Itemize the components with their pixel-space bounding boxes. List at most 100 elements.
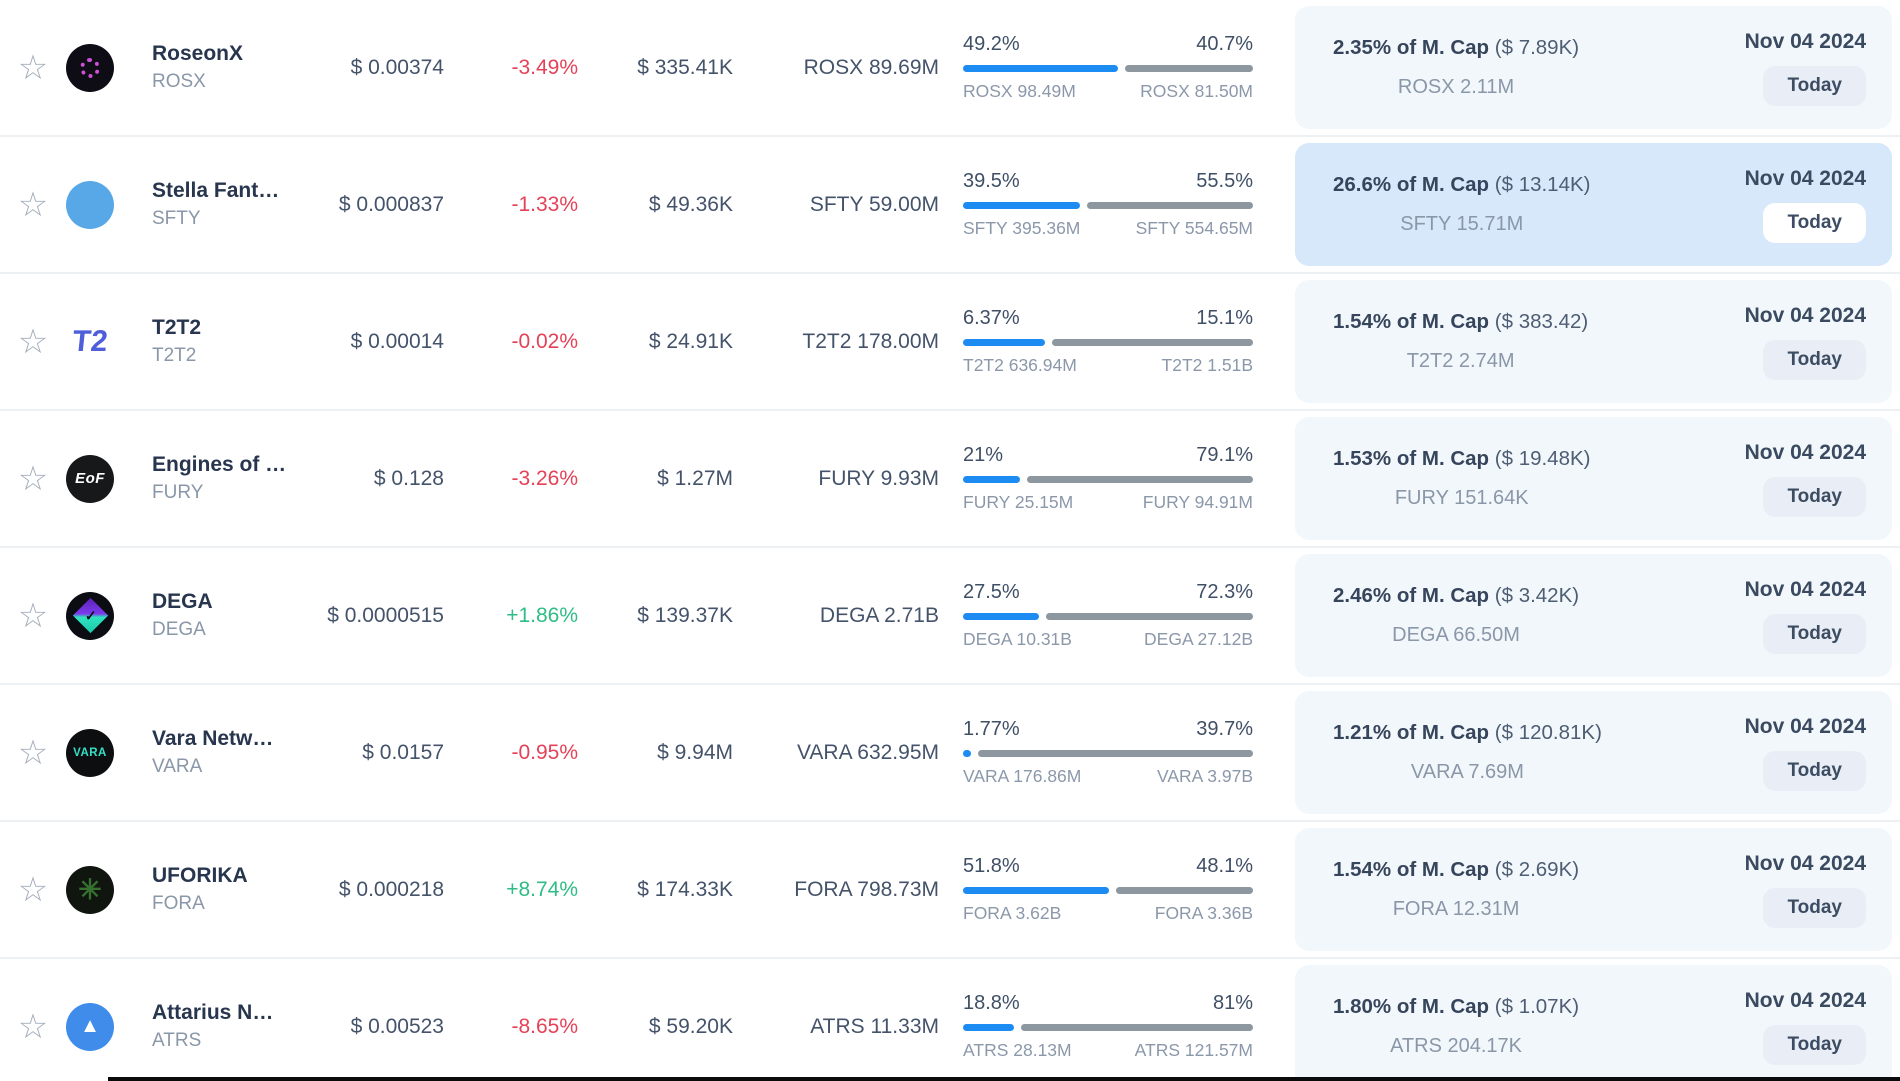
unlock-progress-cell: 49.2% 40.7% ROSX 98.49M ROSX 81.50M: [963, 33, 1253, 102]
locked-amount: T2T2 1.51B: [1161, 355, 1253, 375]
mcap-usd-value: ($ 7.89K): [1494, 36, 1580, 59]
mcap-percent-line: 26.6% of M. Cap ($ 13.14K): [1333, 173, 1591, 197]
table-row[interactable]: ☆ Stella Fant… SFTY $ 0.000837 -1.33% $ …: [0, 135, 1900, 272]
star-icon[interactable]: ☆: [17, 1007, 49, 1046]
token-name-cell[interactable]: UFORIKA FORA: [136, 864, 306, 915]
mcap-percent: 1.80% of M. Cap: [1333, 995, 1490, 1018]
today-badge: Today: [1763, 613, 1866, 654]
logo-cell: ✓: [66, 591, 136, 640]
unlock-date: Nov 04 2024: [1744, 577, 1866, 601]
unlock-value-block: 1.54% of M. Cap ($ 2.69K) FORA 12.31M: [1333, 858, 1579, 921]
unlock-date: Nov 04 2024: [1744, 440, 1866, 464]
token-name-cell[interactable]: Vara Netw… VARA: [136, 727, 306, 778]
progress-amount-labels: T2T2 636.94M T2T2 1.51B: [963, 355, 1253, 376]
volume-cell: $ 24.91K: [648, 329, 733, 353]
next-unlock-panel[interactable]: 1.21% of M. Cap ($ 120.81K) VARA 7.69M N…: [1295, 691, 1892, 814]
star-icon[interactable]: ☆: [17, 48, 49, 87]
progress-bar-unlocked: [963, 613, 1039, 620]
token-name-cell[interactable]: RoseonX ROSX: [136, 42, 306, 93]
progress-bar-unlocked: [963, 1024, 1014, 1031]
token-name-cell[interactable]: DEGA DEGA: [136, 590, 306, 641]
star-icon[interactable]: ☆: [17, 870, 49, 909]
token-symbol: T2T2: [152, 345, 197, 366]
progress-amount-labels: FORA 3.62B FORA 3.36B: [963, 903, 1253, 924]
progress-amount-labels: SFTY 395.36M SFTY 554.65M: [963, 218, 1253, 239]
table-row[interactable]: ☆ RoseonX ROSX $ 0.00374 -3.49% $ 335.41…: [0, 0, 1900, 135]
change-percent-cell: -0.95%: [511, 740, 578, 764]
locked-percent: 39.7%: [1196, 718, 1253, 740]
table-row[interactable]: ☆ ✳ UFORIKA FORA $ 0.000218 +8.74% $ 174…: [0, 820, 1900, 957]
progress-bar: [963, 887, 1253, 894]
progress-bar-unlocked: [963, 476, 1020, 483]
unlock-date-block: Nov 04 2024 Today: [1745, 989, 1866, 1065]
progress-bar-locked: [1086, 202, 1253, 209]
favorite-cell: ☆: [0, 736, 66, 770]
unlocked-percent: 39.5%: [963, 170, 1020, 192]
favorite-cell: ☆: [0, 873, 66, 907]
progress-bar: [963, 1024, 1253, 1031]
today-badge: Today: [1763, 887, 1866, 928]
table-row[interactable]: ☆ EoF Engines of … FURY $ 0.128 -3.26% $…: [0, 409, 1900, 546]
unlocked-percent: 27.5%: [963, 581, 1020, 603]
progress-amount-labels: FURY 25.15M FURY 94.91M: [963, 492, 1253, 513]
logo-cell: ▲: [66, 1002, 136, 1051]
table-row[interactable]: ☆ VARA Vara Netw… VARA $ 0.0157 -0.95% $…: [0, 683, 1900, 820]
locked-amount: VARA 3.97B: [1157, 766, 1253, 786]
unlocked-amount: VARA 176.86M: [963, 766, 1082, 786]
next-unlock-panel[interactable]: 26.6% of M. Cap ($ 13.14K) SFTY 15.71M N…: [1295, 143, 1892, 266]
change-percent-cell: -0.02%: [511, 329, 578, 353]
next-unlock-panel[interactable]: 1.80% of M. Cap ($ 1.07K) ATRS 204.17K N…: [1295, 965, 1892, 1081]
mcap-percent-line: 1.54% of M. Cap ($ 383.42): [1333, 310, 1588, 334]
mcap-percent-line: 1.53% of M. Cap ($ 19.48K): [1333, 447, 1591, 471]
progress-amount-labels: VARA 176.86M VARA 3.97B: [963, 766, 1253, 787]
unlocked-amount: SFTY 395.36M: [963, 218, 1081, 238]
progress-bar-unlocked: [963, 887, 1110, 894]
table-row[interactable]: ☆ ▲ Attarius N… ATRS $ 0.00523 -8.65% $ …: [0, 957, 1900, 1081]
mcap-percent: 2.35% of M. Cap: [1333, 36, 1490, 59]
today-badge: Today: [1763, 476, 1866, 517]
progress-percent-labels: 6.37% 15.1%: [963, 307, 1253, 330]
change-percent-cell: +8.74%: [506, 877, 578, 901]
progress-percent-labels: 51.8% 48.1%: [963, 855, 1253, 878]
next-unlock-panel[interactable]: 1.53% of M. Cap ($ 19.48K) FURY 151.64K …: [1295, 417, 1892, 540]
favorite-cell: ☆: [0, 325, 66, 359]
mcap-percent-line: 1.21% of M. Cap ($ 120.81K): [1333, 721, 1602, 745]
mcap-percent: 1.54% of M. Cap: [1333, 310, 1490, 333]
logo-cell: ✳: [66, 865, 136, 914]
progress-bar: [963, 65, 1253, 72]
star-icon[interactable]: ☆: [17, 322, 49, 361]
unlocked-percent: 18.8%: [963, 992, 1020, 1014]
star-icon[interactable]: ☆: [17, 185, 49, 224]
unlock-date: Nov 04 2024: [1744, 851, 1866, 875]
unlock-token-amount: FORA 12.31M: [1392, 898, 1520, 920]
next-unlock-panel[interactable]: 2.46% of M. Cap ($ 3.42K) DEGA 66.50M No…: [1295, 554, 1892, 677]
unlock-date-block: Nov 04 2024 Today: [1745, 578, 1866, 654]
mcap-percent: 1.54% of M. Cap: [1333, 858, 1490, 881]
token-name-cell[interactable]: Attarius N… ATRS: [136, 1001, 306, 1052]
star-icon[interactable]: ☆: [17, 459, 49, 498]
next-unlock-panel[interactable]: 1.54% of M. Cap ($ 2.69K) FORA 12.31M No…: [1295, 828, 1892, 951]
progress-bar: [963, 476, 1253, 483]
logo-cell: [66, 180, 136, 229]
progress-bar-locked: [1026, 476, 1253, 483]
token-name-cell[interactable]: Stella Fant… SFTY: [136, 179, 306, 230]
unlocked-amount: FORA 3.62B: [963, 903, 1062, 923]
token-name-cell[interactable]: Engines of … FURY: [136, 453, 306, 504]
next-unlock-panel[interactable]: 2.35% of M. Cap ($ 7.89K) ROSX 2.11M Nov…: [1295, 6, 1892, 129]
mcap-percent-line: 2.35% of M. Cap ($ 7.89K): [1333, 36, 1579, 60]
table-row[interactable]: ☆ T2 T2T2 T2T2 $ 0.00014 -0.02% $ 24.91K…: [0, 272, 1900, 409]
change-percent-cell: +1.86%: [506, 603, 578, 627]
unlock-value-block: 1.21% of M. Cap ($ 120.81K) VARA 7.69M: [1333, 721, 1602, 784]
progress-amount-labels: ATRS 28.13M ATRS 121.57M: [963, 1040, 1253, 1061]
star-icon[interactable]: ☆: [17, 596, 49, 635]
table-row[interactable]: ☆ ✓ DEGA DEGA $ 0.0000515 +1.86% $ 139.3…: [0, 546, 1900, 683]
token-name-cell[interactable]: T2T2 T2T2: [136, 316, 306, 367]
next-unlock-panel[interactable]: 1.54% of M. Cap ($ 383.42) T2T2 2.74M No…: [1295, 280, 1892, 403]
favorite-cell: ☆: [0, 188, 66, 222]
mcap-usd-value: ($ 19.48K): [1494, 447, 1591, 470]
unlocked-amount: ROSX 98.49M: [963, 81, 1076, 101]
favorite-cell: ☆: [0, 599, 66, 633]
unlock-token-amount: VARA 7.69M: [1410, 761, 1524, 783]
star-icon[interactable]: ☆: [17, 733, 49, 772]
